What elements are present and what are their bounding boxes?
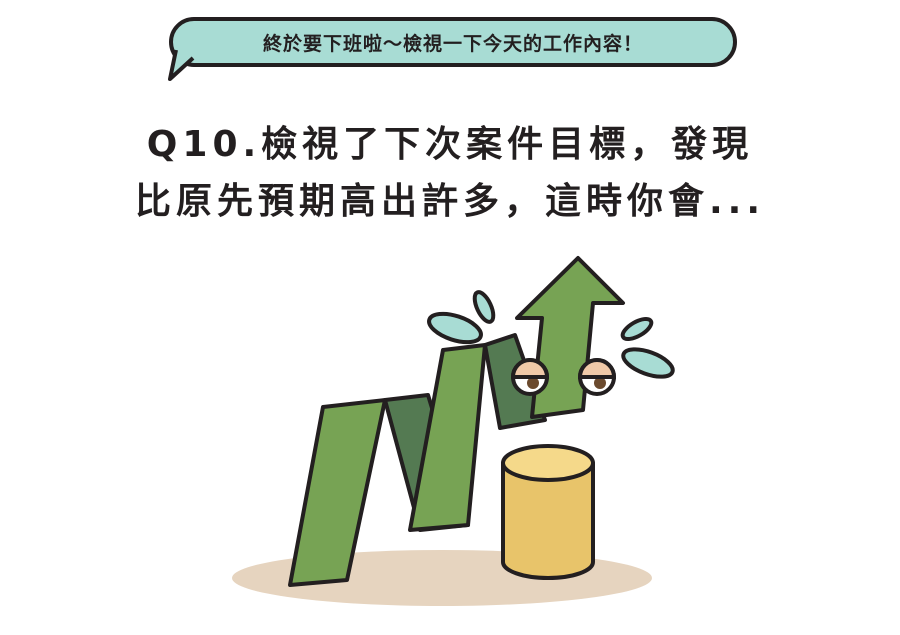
speech-bubble-text: 終於要下班啦～檢視一下今天的工作內容！	[262, 32, 643, 55]
eyes	[510, 358, 617, 396]
right-eye-icon	[577, 358, 617, 396]
question-line-2: 比原先預期高出許多，這時你會...	[134, 181, 766, 222]
speech-bubble: 終於要下班啦～檢視一下今天的工作內容！	[169, 17, 737, 67]
speech-bubble-tail	[168, 49, 195, 81]
growth-arrow-icon	[288, 256, 625, 587]
question-line-1: Q10.檢視了下次案件目標，發現	[146, 124, 754, 165]
sweat-drops-icon	[427, 290, 675, 379]
coin-stack-icon	[501, 444, 595, 580]
left-eye-icon	[510, 358, 550, 396]
